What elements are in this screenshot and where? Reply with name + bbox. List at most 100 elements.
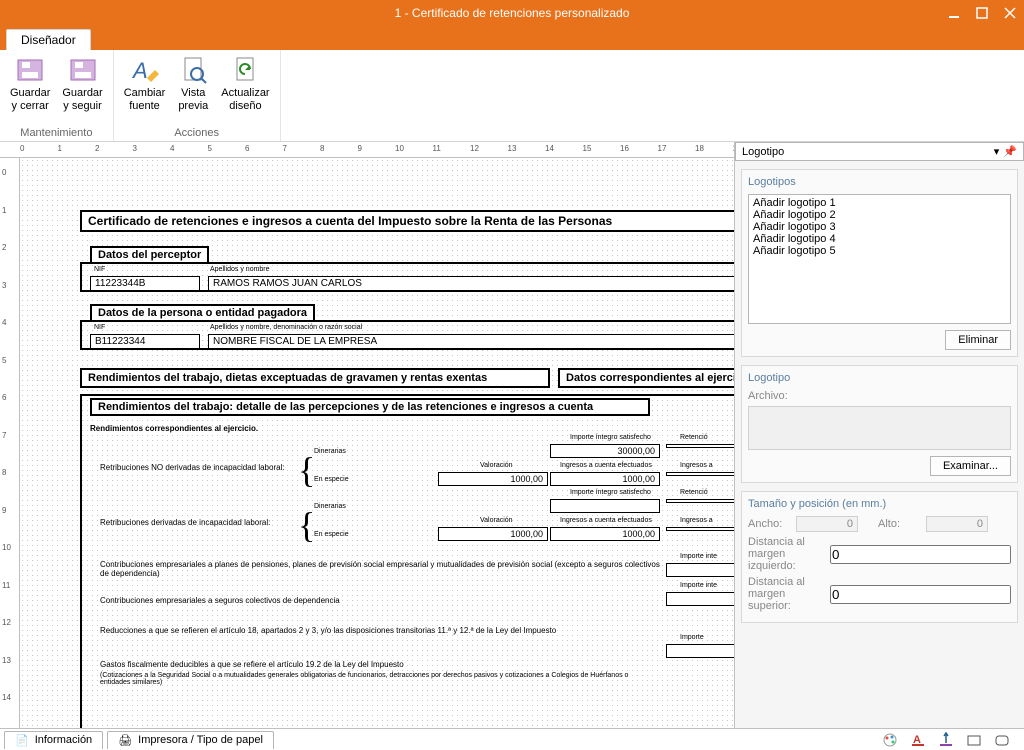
amt-1000-1[interactable]: 1000,00 [438, 472, 548, 486]
amt-empty8[interactable] [666, 644, 734, 658]
refresh-icon [229, 54, 261, 86]
update-design-button[interactable]: Actualizar diseño [215, 52, 275, 114]
amt-1000-2[interactable]: 1000,00 [550, 472, 660, 486]
pin-icon[interactable]: 📌 [1003, 145, 1017, 158]
list-item[interactable]: Añadir logotipo 5 [751, 245, 1008, 257]
ribbon-label: Vista [181, 87, 205, 100]
canvas-body: 012345678910111213141516 Certificado de … [0, 158, 734, 728]
lbl-retenc: Retenció [680, 434, 708, 441]
list-item[interactable]: Añadir logotipo 2 [751, 209, 1008, 221]
input-ancho[interactable] [796, 516, 858, 532]
field-name[interactable]: RAMOS RAMOS JUAN CARLOS [208, 276, 734, 291]
panel-title: Logotipo [748, 372, 1011, 384]
status-tab-printer[interactable]: 🖨 Impresora / Tipo de papel [107, 731, 274, 749]
list-item[interactable]: Añadir logotipo 1 [751, 197, 1008, 209]
status-label: Impresora / Tipo de papel [138, 734, 263, 746]
change-font-button[interactable]: A Cambiar fuente [118, 52, 172, 114]
pen-icon[interactable] [938, 732, 954, 748]
dropdown-icon[interactable]: ▾ [994, 145, 1000, 158]
text-color-icon[interactable]: A [910, 732, 926, 748]
ribbon-label: Cambiar [124, 87, 166, 100]
row-deriv: Retribuciones derivadas de incapacidad l… [100, 518, 270, 527]
maximize-button[interactable] [968, 0, 996, 26]
panel-title: Logotipos [748, 176, 1011, 188]
amt-empty2[interactable] [666, 472, 734, 476]
amt-1000-4[interactable]: 1000,00 [550, 527, 660, 541]
save-close-icon [14, 54, 46, 86]
label-ancho: Ancho: [748, 518, 796, 530]
ruler-vertical: 012345678910111213141516 [0, 158, 20, 728]
ribbon-group-label: Acciones [174, 127, 219, 141]
label-nif: NIF [94, 266, 105, 273]
lbl-dinerarias2: Dinerarias [314, 503, 346, 510]
doc-title: Certificado de retenciones e ingresos a … [80, 210, 734, 232]
browse-button[interactable]: Examinar... [930, 456, 1011, 476]
input-alto[interactable] [926, 516, 988, 532]
ribbon-group-maintenance: Guardar y cerrar Guardar y seguir Manten… [0, 50, 114, 141]
save-continue-button[interactable]: Guardar y seguir [56, 52, 108, 114]
palette-icon[interactable] [882, 732, 898, 748]
rect-icon[interactable] [966, 732, 982, 748]
lbl-importe-integro2: Importe íntegro satisfecho [570, 489, 651, 496]
amt-empty3[interactable] [550, 499, 660, 513]
ribbon-group-label: Mantenimiento [20, 127, 92, 141]
label-alto: Alto: [878, 518, 926, 530]
field-nif2[interactable]: B11223344 [90, 334, 200, 349]
delete-button[interactable]: Eliminar [945, 330, 1011, 350]
status-tab-info[interactable]: 📄 Información [4, 731, 103, 749]
row-reducciones: Reducciones a que se refieren el artícul… [100, 626, 660, 635]
label-apellidos: Apellidos y nombre [210, 266, 270, 273]
canvas-scroll[interactable]: Certificado de retenciones e ingresos a … [20, 158, 734, 728]
amt-30000[interactable]: 30000,00 [550, 444, 660, 458]
amt-empty7[interactable] [666, 592, 734, 606]
save-close-button[interactable]: Guardar y cerrar [4, 52, 56, 114]
ribbon-label: Guardar [10, 87, 50, 100]
sub-correspondientes: Rendimientos correspondientes al ejercic… [90, 424, 258, 433]
amt-empty6[interactable] [666, 563, 734, 577]
brace-icon: { [298, 460, 315, 482]
preview-button[interactable]: Vista previa [171, 52, 215, 114]
close-button[interactable] [996, 0, 1024, 26]
window-buttons [940, 0, 1024, 26]
workspace: /*ticks drawn via JS below*/ 01234567891… [0, 142, 1024, 728]
panel-title: Tamaño y posición (en mm.) [748, 498, 1011, 510]
save-icon [67, 54, 99, 86]
input-dist-sup[interactable] [830, 585, 1011, 604]
tabstrip: Diseñador [0, 26, 1024, 50]
amt-empty[interactable] [666, 444, 734, 448]
lbl-importe-integro: Importe íntegro satisfecho [570, 434, 651, 441]
amt-1000-3[interactable]: 1000,00 [438, 527, 548, 541]
ruler-horizontal: /*ticks drawn via JS below*/ 01234567891… [0, 142, 734, 158]
list-item[interactable]: Añadir logotipo 4 [751, 233, 1008, 245]
lbl-ingresos-cuenta2: Ingresos a cuenta efectuados [560, 517, 652, 524]
panel-logotipo: Logotipo Archivo: Examinar... [741, 365, 1018, 483]
section-perceptor: Datos del perceptor [90, 246, 209, 264]
section-ejercicio: Datos correspondientes al ejercicio [558, 368, 734, 388]
rounded-rect-icon[interactable] [994, 732, 1010, 748]
tab-designer[interactable]: Diseñador [6, 29, 91, 50]
ribbon-label: diseño [229, 100, 261, 113]
ribbon-label: y cerrar [12, 100, 49, 113]
list-item[interactable]: Añadir logotipo 3 [751, 221, 1008, 233]
section-pagador: Datos de la persona o entidad pagadora [90, 304, 315, 322]
field-nif[interactable]: 11223344B [90, 276, 200, 291]
printer-icon: 🖨 [118, 734, 132, 747]
amt-empty4[interactable] [666, 499, 734, 503]
field-name2[interactable]: NOMBRE FISCAL DE LA EMPRESA [208, 334, 734, 349]
brace-icon: { [298, 515, 315, 537]
side-panel: Logotipo ▾ 📌 Logotipos Añadir logotipo 1… [734, 142, 1024, 728]
lbl-importe-int1: Importe inte [680, 553, 717, 560]
row-no-deriv: Retribuciones NO derivadas de incapacida… [100, 463, 285, 472]
info-icon: 📄 [15, 734, 29, 747]
label-apellidos2: Apellidos y nombre, denominación o razón… [210, 324, 362, 331]
lbl-ingresos-a: Ingresos a [680, 462, 713, 469]
svg-text:A: A [131, 58, 148, 83]
font-icon: A [129, 54, 161, 86]
logo-listbox[interactable]: Añadir logotipo 1Añadir logotipo 2Añadir… [748, 194, 1011, 324]
label-dist-sup: Distancia al margen superior: [748, 576, 830, 612]
lbl-importe1: Importe [680, 634, 704, 641]
amt-empty5[interactable] [666, 527, 734, 531]
lbl-dinerarias: Dinerarias [314, 448, 346, 455]
input-dist-izq[interactable] [830, 545, 1011, 564]
minimize-button[interactable] [940, 0, 968, 26]
